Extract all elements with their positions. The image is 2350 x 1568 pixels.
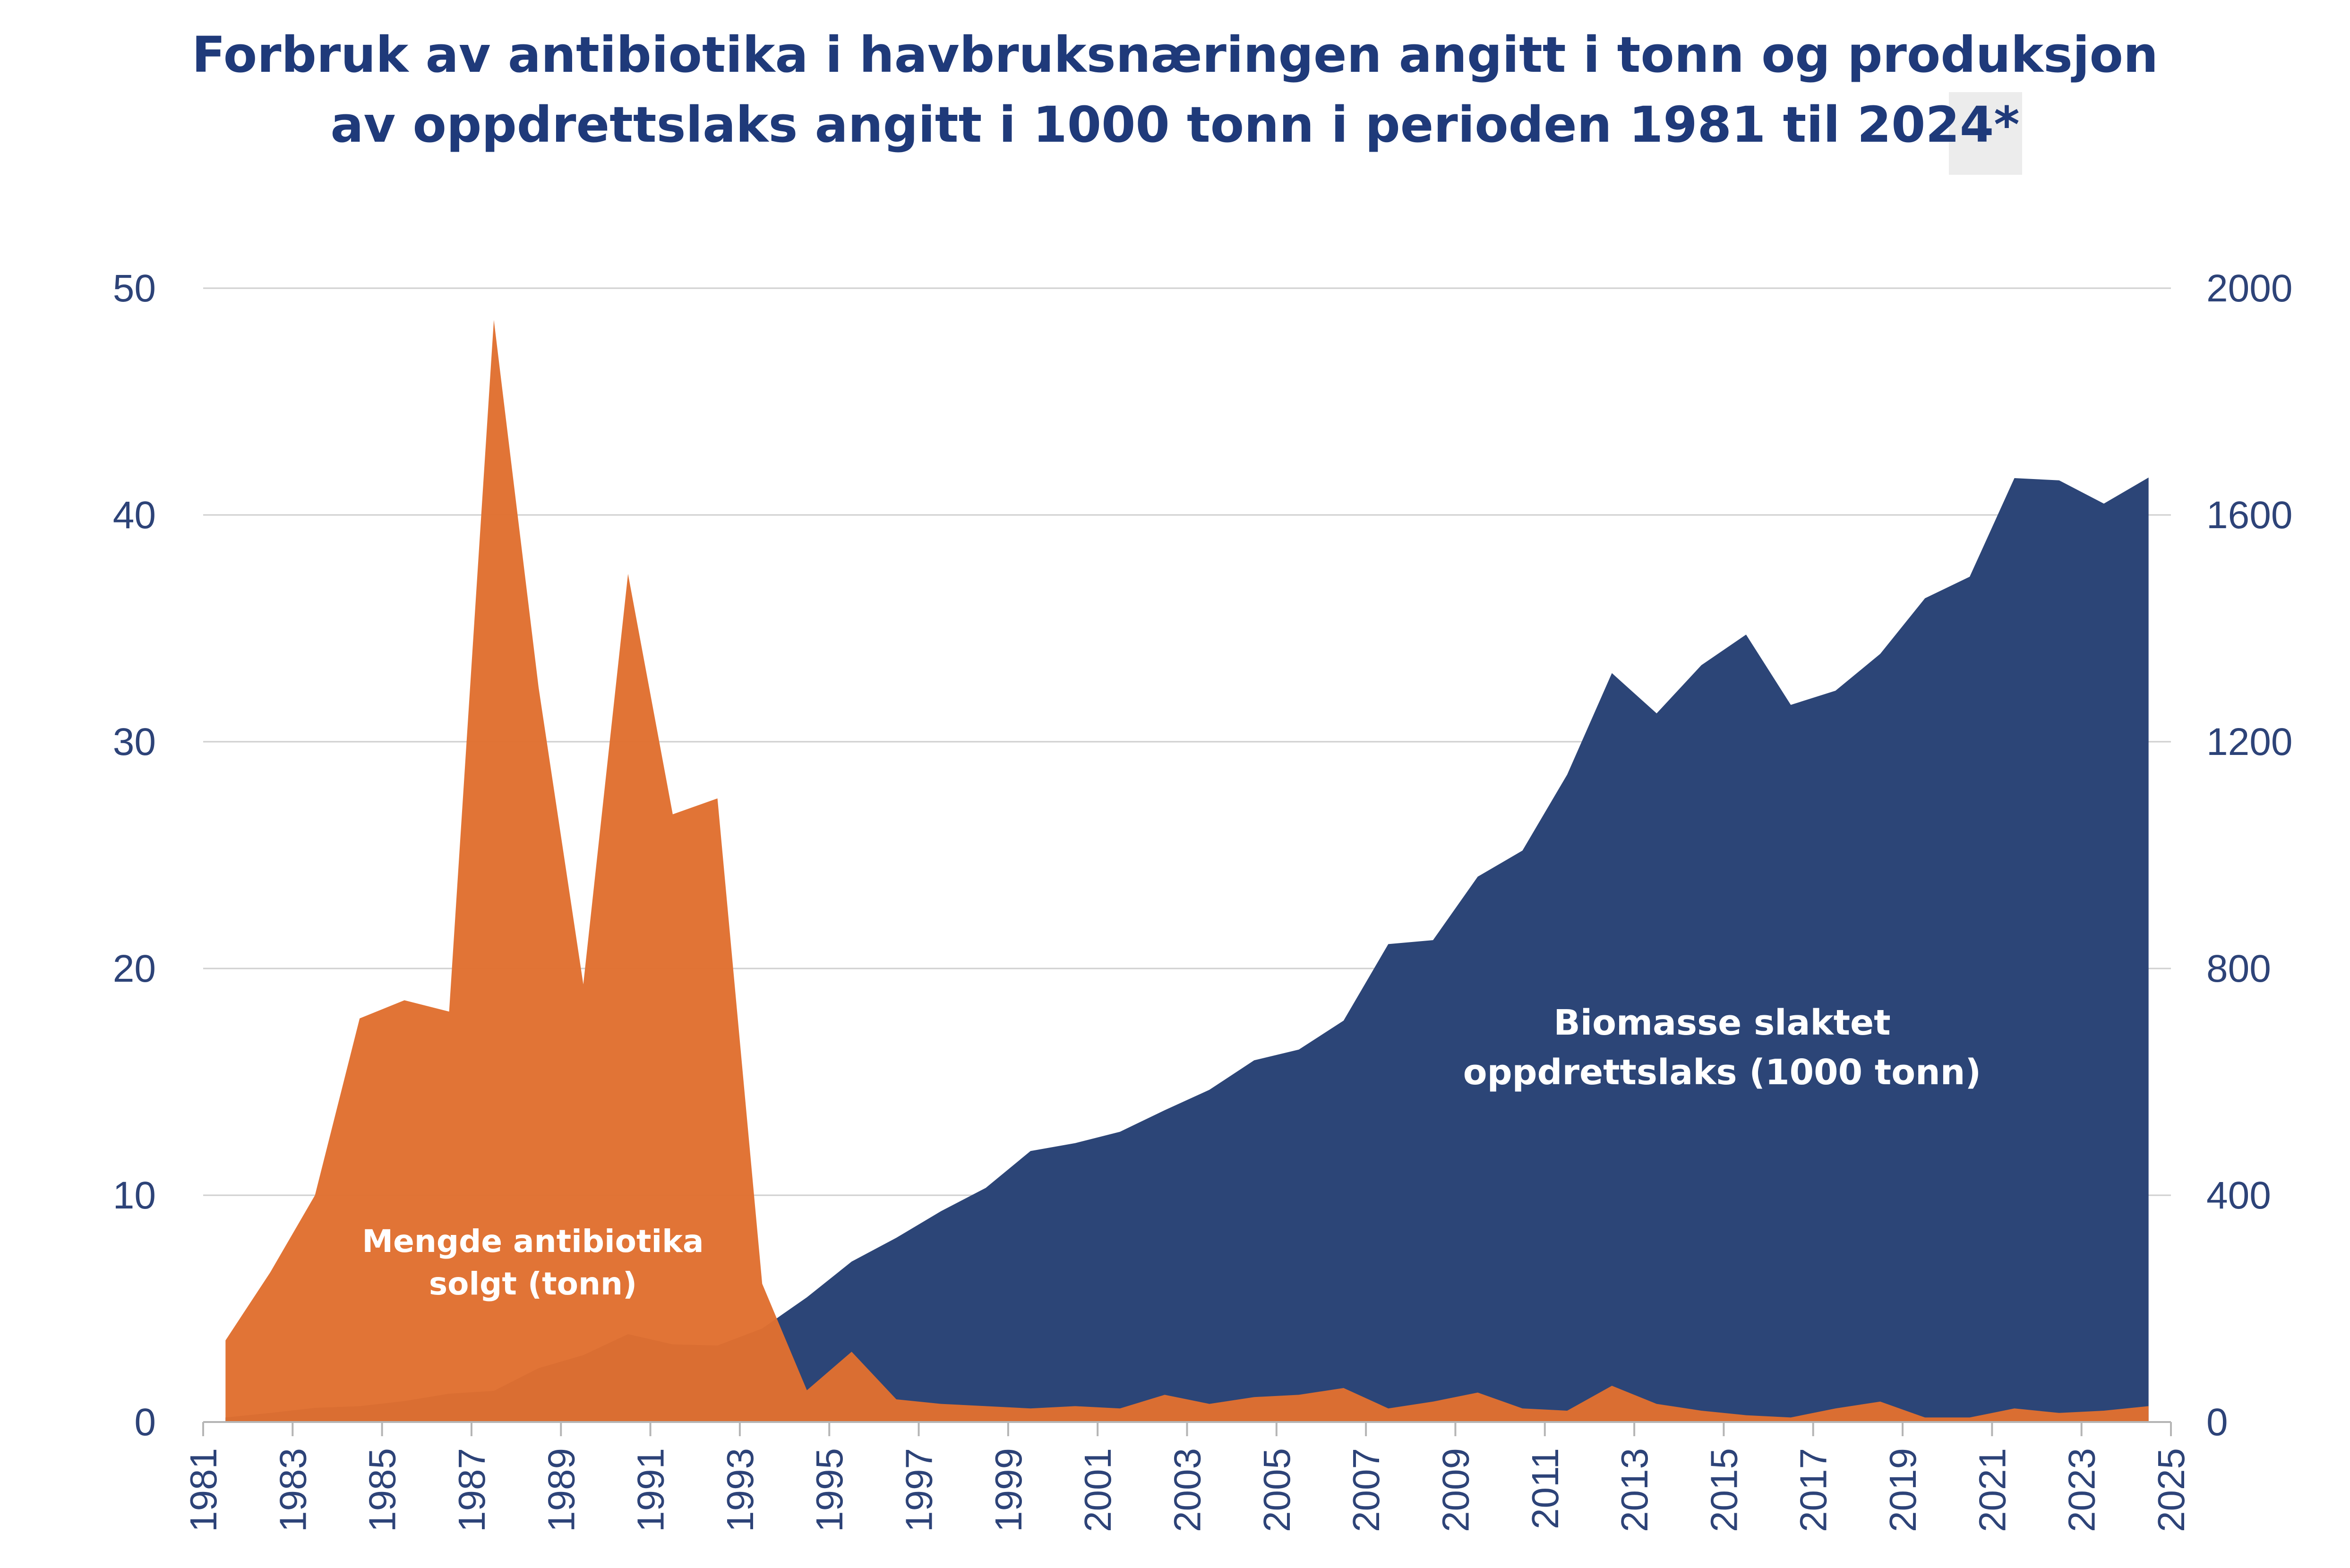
x-axis-ticks: 1981 1983 1985 1987 1989 1991 1993 1995 1997 1999…: [182, 1422, 2192, 1532]
x-tick-label: 1987: [451, 1448, 493, 1532]
biomass-area: [225, 477, 2149, 1422]
right-tick-label: 2000: [2206, 267, 2292, 310]
left-tick-label: 50: [113, 267, 156, 310]
x-tick-label: 1985: [361, 1448, 403, 1532]
right-tick-label: 0: [2206, 1401, 2228, 1444]
x-tick-label: 2011: [1524, 1448, 1566, 1529]
left-tick-label: 30: [113, 720, 156, 763]
x-tick-label: 2009: [1434, 1448, 1476, 1532]
right-tick-label: 800: [2206, 947, 2271, 990]
left-tick-label: 20: [113, 947, 156, 990]
x-tick-label: 1993: [719, 1448, 761, 1532]
right-tick-label: 1600: [2206, 494, 2292, 537]
x-tick-label: 2021: [1971, 1448, 2013, 1532]
antibiotics-area: [225, 320, 2149, 1422]
x-tick-label: 1981: [182, 1448, 224, 1532]
chart-title-line-1: Forbruk av antibiotika i havbruksnæringe…: [192, 26, 2158, 84]
right-axis-ticks: 0 400 800 1200 1600 2000: [2206, 267, 2292, 1444]
x-tick-label: 2019: [1882, 1448, 1924, 1532]
x-tick-label: 2007: [1345, 1448, 1387, 1532]
x-tick-label: 2017: [1793, 1448, 1835, 1532]
x-tick-label: 1989: [540, 1448, 582, 1532]
left-tick-label: 0: [134, 1401, 156, 1444]
x-tick-label: 1995: [808, 1448, 850, 1532]
left-axis-ticks: 0 10 20 30 40 50: [113, 267, 156, 1444]
right-tick-label: 400: [2206, 1174, 2271, 1217]
left-tick-label: 40: [113, 494, 156, 537]
chart-title-line-2: av oppdrettslaks angitt i 1000 tonn i pe…: [330, 96, 2019, 154]
x-tick-label: 2015: [1703, 1448, 1745, 1532]
x-tick-label: 2013: [1613, 1448, 1655, 1532]
x-tick-label: 1983: [272, 1448, 314, 1532]
x-tick-label: 1991: [630, 1448, 672, 1532]
right-tick-label: 1200: [2206, 720, 2292, 763]
x-tick-label: 1999: [987, 1448, 1029, 1532]
x-tick-label: 2003: [1166, 1448, 1209, 1532]
x-tick-label: 1997: [898, 1448, 940, 1532]
left-tick-label: 10: [113, 1174, 156, 1217]
biomass-label-line-1: Biomasse slaktet: [1553, 1002, 1890, 1043]
antibiotics-label-line-2: solgt (tonn): [429, 1266, 637, 1302]
x-tick-label: 2001: [1077, 1448, 1119, 1532]
x-tick-label: 2005: [1256, 1448, 1298, 1532]
plot-areas: [225, 320, 2149, 1422]
antibiotics-label-line-1: Mengde antibiotika: [362, 1223, 703, 1260]
x-tick-label: 2023: [2061, 1448, 2103, 1532]
title-highlight: [1949, 92, 2022, 175]
biomass-label-line-2: oppdrettslaks (1000 tonn): [1463, 1052, 1981, 1093]
x-tick-label: 2025: [2150, 1448, 2192, 1532]
